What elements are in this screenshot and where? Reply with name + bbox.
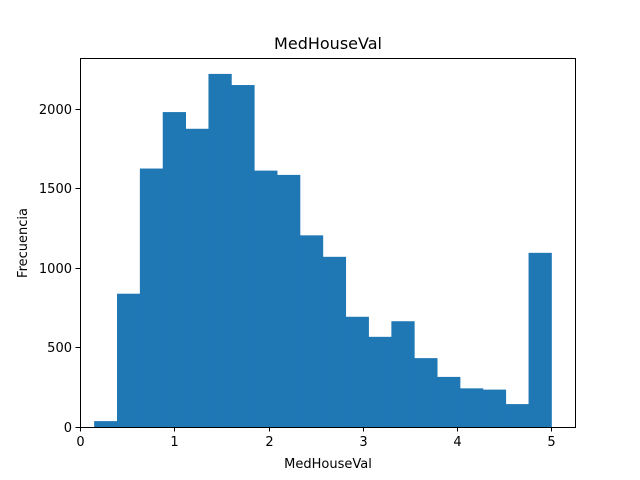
x-tick-label-4: 4 <box>453 435 461 450</box>
plot-frame <box>80 58 576 428</box>
histogram-bar-9 <box>299 235 324 427</box>
y-axis-title: Frecuencia <box>16 208 31 278</box>
x-tick-label-1: 1 <box>170 435 178 450</box>
y-tick-label-0: 0 <box>64 421 72 436</box>
x-axis-ticks: 0 1 2 3 4 5 <box>76 427 556 450</box>
histogram-bar-0 <box>94 421 118 427</box>
histogram-bars <box>94 73 552 428</box>
y-tick-label-4: 2000 <box>39 103 72 118</box>
y-tick-label-3: 1500 <box>39 182 72 197</box>
x-tick-label-5: 5 <box>547 435 555 450</box>
histogram-bar-14 <box>414 358 438 427</box>
histogram-bar-10 <box>322 256 347 427</box>
x-tick-label-2: 2 <box>265 435 273 450</box>
histogram-bar-16 <box>459 388 484 427</box>
histogram-bar-12 <box>368 336 392 427</box>
y-tick-label-1: 500 <box>47 341 72 356</box>
histogram-bar-4 <box>185 128 209 427</box>
histogram-bar-17 <box>482 389 507 427</box>
y-axis-ticks: 0 500 1000 1500 2000 <box>39 103 80 436</box>
histogram-bar-15 <box>437 376 461 427</box>
histogram-bar-6 <box>231 85 255 427</box>
histogram-bar-2 <box>139 168 164 428</box>
x-axis-title: MedHouseVal <box>284 457 372 472</box>
histogram-bar-18 <box>505 404 529 427</box>
y-tick-label-2: 1000 <box>39 262 72 277</box>
histogram-bar-13 <box>391 321 415 427</box>
x-tick-label-0: 0 <box>76 435 84 450</box>
histogram-bar-1 <box>117 293 141 427</box>
histogram-bar-11 <box>345 316 369 427</box>
x-tick-label-3: 3 <box>359 435 367 450</box>
histogram-bar-5 <box>208 73 232 427</box>
histogram-bar-19 <box>528 252 552 427</box>
histogram-bar-8 <box>277 174 301 427</box>
histogram-bar-3 <box>162 112 186 427</box>
chart-title: MedHouseVal <box>274 34 382 53</box>
histogram-bar-7 <box>254 170 278 428</box>
